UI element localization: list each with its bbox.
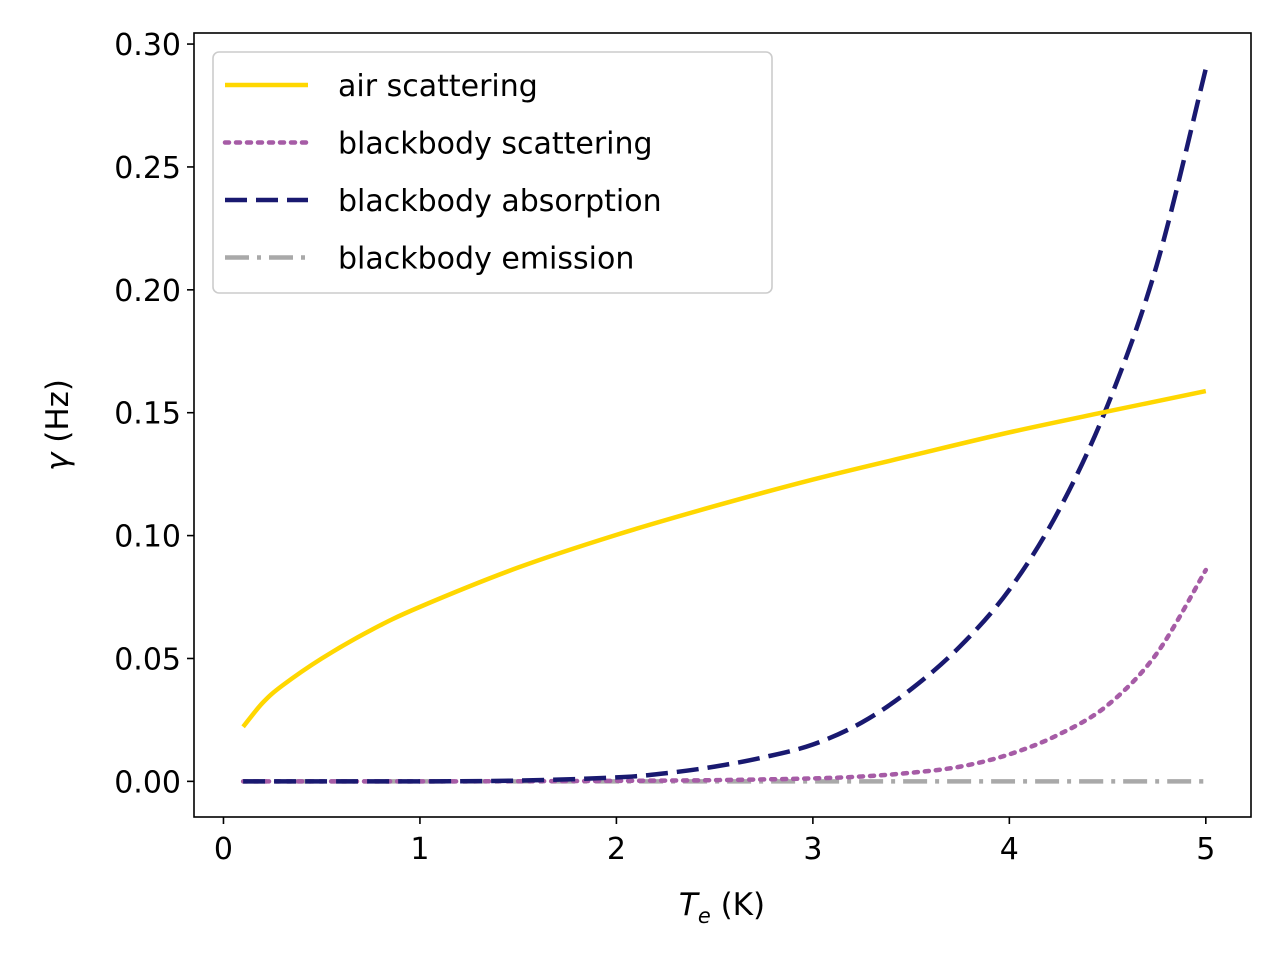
y-tick-label: 0.10 [114, 520, 181, 555]
y-axis: 0.00 0.05 0.10 0.15 0.20 0.25 0.30 [114, 28, 194, 800]
x-tick-label: 0 [214, 832, 233, 867]
x-tick-label: 3 [803, 832, 822, 867]
x-axis-label-symbol: T [679, 887, 700, 923]
y-tick-label: 0.25 [114, 151, 181, 186]
axes-frame [193, 32, 1252, 818]
x-tick-label: 4 [1000, 832, 1019, 867]
x-tick-label: 1 [410, 832, 429, 867]
legend-label: blackbody emission [338, 242, 634, 277]
legend-label: blackbody scattering [338, 127, 653, 162]
x-axis-label-unit: (K) [711, 887, 765, 923]
plot-area [240, 68, 1209, 784]
x-tick-label: 5 [1196, 832, 1215, 867]
x-axis: 0 1 2 3 4 5 [214, 817, 1215, 867]
legend: air scattering blackbody scattering blackb… [212, 51, 773, 294]
y-axis-label-symbol: γ [40, 451, 76, 471]
y-tick-label: 0.20 [114, 274, 181, 309]
series-line-air-scattering [241, 388, 1207, 729]
legend-label: blackbody absorption [338, 184, 662, 219]
y-axis-label: γ (Hz) [40, 379, 76, 471]
legend-label: air scattering [338, 69, 538, 104]
y-tick-label: 0.30 [114, 28, 181, 63]
y-axis-label-unit: (Hz) [40, 379, 76, 453]
y-tick-label: 0.00 [114, 765, 181, 800]
x-axis-label: Te (K) [679, 887, 765, 928]
y-tick-label: 0.15 [114, 397, 181, 432]
x-axis-label-subscript: e [698, 904, 711, 928]
y-tick-label: 0.05 [114, 642, 181, 677]
legend-box [212, 51, 773, 294]
x-tick-label: 2 [607, 832, 626, 867]
series-line-blackbody-absorption [243, 68, 1208, 784]
